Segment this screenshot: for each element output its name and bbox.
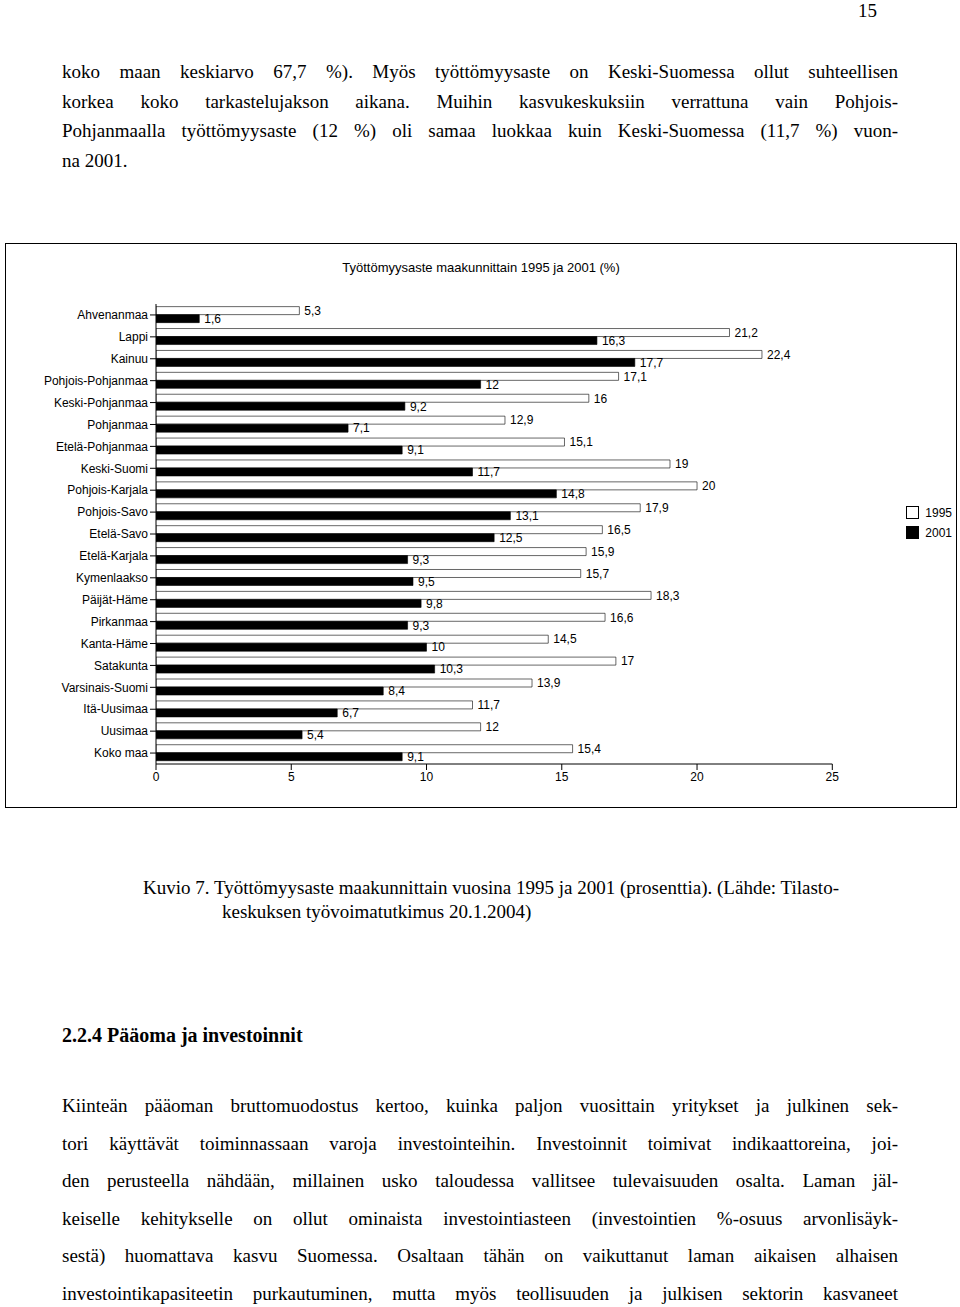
html-text:keskuksen työvoimatutkimus 20.: keskuksen työvoimatutkimus 20.1.2004)	[222, 901, 532, 922]
svg-text:Lappi: Lappi	[119, 330, 148, 344]
svg-text:15: 15	[555, 770, 569, 784]
svg-text:18,3: 18,3	[656, 589, 680, 603]
svg-text:Pirkanmaa: Pirkanmaa	[91, 615, 149, 629]
html-text:Kiinteän pääoman bruttomuodost: Kiinteän pääoman bruttomuodostus kertoo,…	[62, 1095, 898, 1116]
svg-text:1,6: 1,6	[204, 312, 221, 326]
svg-text:16,6: 16,6	[610, 611, 634, 625]
svg-text:17: 17	[621, 654, 635, 668]
svg-text:9,1: 9,1	[407, 443, 424, 457]
svg-text:13,9: 13,9	[537, 676, 561, 690]
html-text:sestä) huomattava kasvu Suomes: sestä) huomattava kasvu Suomessa. Osalta…	[62, 1245, 898, 1266]
html-text:keiselle kehitykselle on ollut: keiselle kehitykselle on ollut ominaista…	[62, 1207, 898, 1229]
svg-text:12,5: 12,5	[499, 531, 523, 545]
svg-text:16,5: 16,5	[607, 523, 631, 537]
svg-text:8,4: 8,4	[388, 684, 405, 698]
svg-text:11,7: 11,7	[478, 465, 501, 479]
svg-text:15,7: 15,7	[586, 567, 610, 581]
html-text:den perusteella nähdään, milla: den perusteella nähdään, millainen usko …	[62, 1170, 898, 1191]
html-text:investointikapasiteetin purkau: investointikapasiteetin purkautuminen, m…	[62, 1282, 898, 1304]
svg-text:Etelä-Savo: Etelä-Savo	[89, 527, 148, 541]
svg-text:17,1: 17,1	[624, 370, 648, 384]
html-text:Työttömyysaste maakunnittain 1: Työttömyysaste maakunnittain 1995 ja 200…	[342, 260, 620, 275]
svg-text:10: 10	[432, 640, 446, 654]
html-text:Pohjanmaalla työttömyysaste (1: Pohjanmaalla työttömyysaste (12 %) oli s…	[62, 120, 898, 141]
html-text:1995: 1995	[925, 505, 952, 520]
html-text:Kuvio 7. Työttömyysaste maakun: Kuvio 7. Työttömyysaste maakunnittain vu…	[143, 877, 839, 898]
svg-text:6,7: 6,7	[342, 706, 359, 720]
svg-text:15,4: 15,4	[578, 742, 602, 756]
svg-text:Satakunta: Satakunta	[94, 659, 148, 673]
svg-text:15,9: 15,9	[591, 545, 615, 559]
svg-text:Koko maa: Koko maa	[94, 746, 148, 760]
svg-text:9,3: 9,3	[413, 619, 430, 633]
html-text:2001: 2001	[925, 525, 952, 540]
svg-text:19: 19	[675, 457, 689, 471]
svg-text:10: 10	[420, 770, 434, 784]
html-text:korkea koko tarkastelujakson a: korkea koko tarkastelujakson aikana. Mui…	[62, 90, 898, 112]
svg-text:12,9: 12,9	[510, 413, 534, 427]
svg-text:Pohjois-Karjala: Pohjois-Karjala	[67, 483, 148, 497]
svg-text:13,1: 13,1	[515, 509, 539, 523]
html-text:2.2.4 Pääoma ja investoinnit: 2.2.4 Pääoma ja investoinnit	[62, 1024, 303, 1046]
svg-text:5,3: 5,3	[304, 304, 321, 318]
html-text:koko maan keskiarvo 67,7 %). M: koko maan keskiarvo 67,7 %). Myös työttö…	[62, 61, 898, 82]
svg-text:5,4: 5,4	[307, 728, 324, 742]
svg-text:15,1: 15,1	[569, 435, 593, 449]
html-text:na 2001.: na 2001.	[62, 149, 128, 171]
svg-text:20: 20	[702, 479, 716, 493]
svg-text:20: 20	[690, 770, 704, 784]
svg-text:16: 16	[594, 392, 608, 406]
svg-text:Itä-Uusimaa: Itä-Uusimaa	[83, 702, 148, 716]
svg-text:Varsinais-Suomi: Varsinais-Suomi	[62, 681, 148, 695]
svg-text:Pohjois-Savo: Pohjois-Savo	[77, 505, 148, 519]
svg-text:Etelä-Karjala: Etelä-Karjala	[79, 549, 148, 563]
svg-text:9,2: 9,2	[410, 400, 427, 414]
svg-text:21,2: 21,2	[734, 326, 758, 340]
svg-text:Keski-Pohjanmaa: Keski-Pohjanmaa	[54, 396, 148, 410]
svg-text:Ahvenanmaa: Ahvenanmaa	[77, 308, 148, 322]
svg-text:Pohjois-Pohjanmaa: Pohjois-Pohjanmaa	[44, 374, 148, 388]
svg-text:9,1: 9,1	[407, 750, 424, 764]
svg-text:12: 12	[486, 720, 500, 734]
svg-text:9,3: 9,3	[413, 553, 430, 567]
svg-text:0: 0	[153, 770, 160, 784]
html-text:15: 15	[858, 0, 877, 21]
svg-text:5: 5	[288, 770, 295, 784]
svg-text:14,8: 14,8	[561, 487, 585, 501]
svg-text:25: 25	[826, 770, 840, 784]
svg-text:Etelä-Pohjanmaa: Etelä-Pohjanmaa	[56, 440, 148, 454]
svg-text:Pohjanmaa: Pohjanmaa	[87, 418, 148, 432]
svg-text:11,7: 11,7	[478, 698, 501, 712]
svg-text:12: 12	[486, 378, 500, 392]
svg-text:9,5: 9,5	[418, 575, 435, 589]
svg-text:22,4: 22,4	[767, 348, 791, 362]
svg-text:Keski-Suomi: Keski-Suomi	[81, 462, 148, 476]
svg-text:9,8: 9,8	[426, 597, 443, 611]
svg-text:10,3: 10,3	[440, 662, 464, 676]
svg-text:Kainuu: Kainuu	[111, 352, 148, 366]
html-text:tori käyttävät toiminnassaan v: tori käyttävät toiminnassaan varoja inve…	[62, 1132, 898, 1154]
svg-text:7,1: 7,1	[353, 421, 370, 435]
svg-text:17,7: 17,7	[640, 356, 664, 370]
svg-text:14,5: 14,5	[553, 632, 577, 646]
svg-text:Kymenlaakso: Kymenlaakso	[76, 571, 148, 585]
svg-text:Uusimaa: Uusimaa	[101, 724, 149, 738]
svg-text:Päijät-Häme: Päijät-Häme	[82, 593, 148, 607]
svg-text:16,3: 16,3	[602, 334, 626, 348]
svg-text:17,9: 17,9	[645, 501, 669, 515]
svg-text:Kanta-Häme: Kanta-Häme	[81, 637, 149, 651]
